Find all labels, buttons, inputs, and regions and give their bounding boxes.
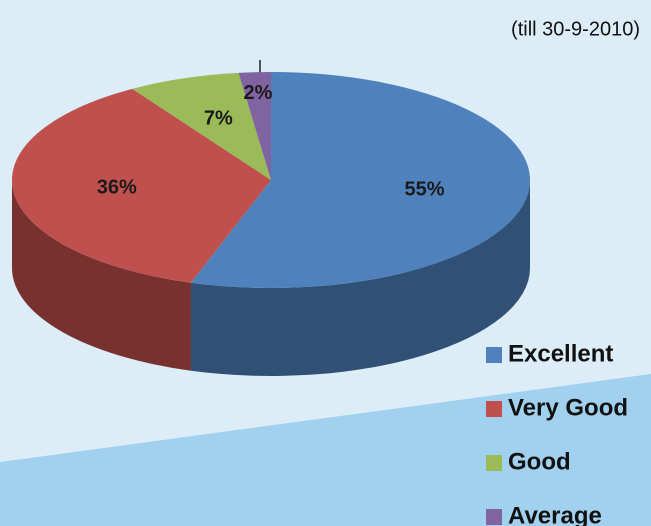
- pie-slice: [132, 72, 271, 180]
- legend-swatch: [486, 401, 502, 417]
- legend-label: Average: [508, 502, 602, 526]
- pie-slice: [11, 88, 271, 283]
- legend-label: Excellent: [508, 340, 613, 367]
- legend-label: Very Good: [508, 394, 628, 421]
- legend-swatch: [486, 509, 502, 525]
- data-label: 2%: [244, 82, 273, 104]
- pie-slice: [238, 72, 271, 180]
- data-label: 36%: [97, 176, 137, 198]
- pie-slice-side: [12, 180, 191, 371]
- legend-swatch: [486, 347, 502, 363]
- legend-label: Good: [508, 448, 571, 475]
- subtitle: (till 30-9-2010): [511, 18, 640, 40]
- data-label: 55%: [404, 178, 444, 200]
- data-label: 7%: [204, 107, 233, 129]
- legend-swatch: [486, 455, 502, 471]
- pie-slice-side: [190, 180, 530, 376]
- pie-slice: [190, 72, 530, 288]
